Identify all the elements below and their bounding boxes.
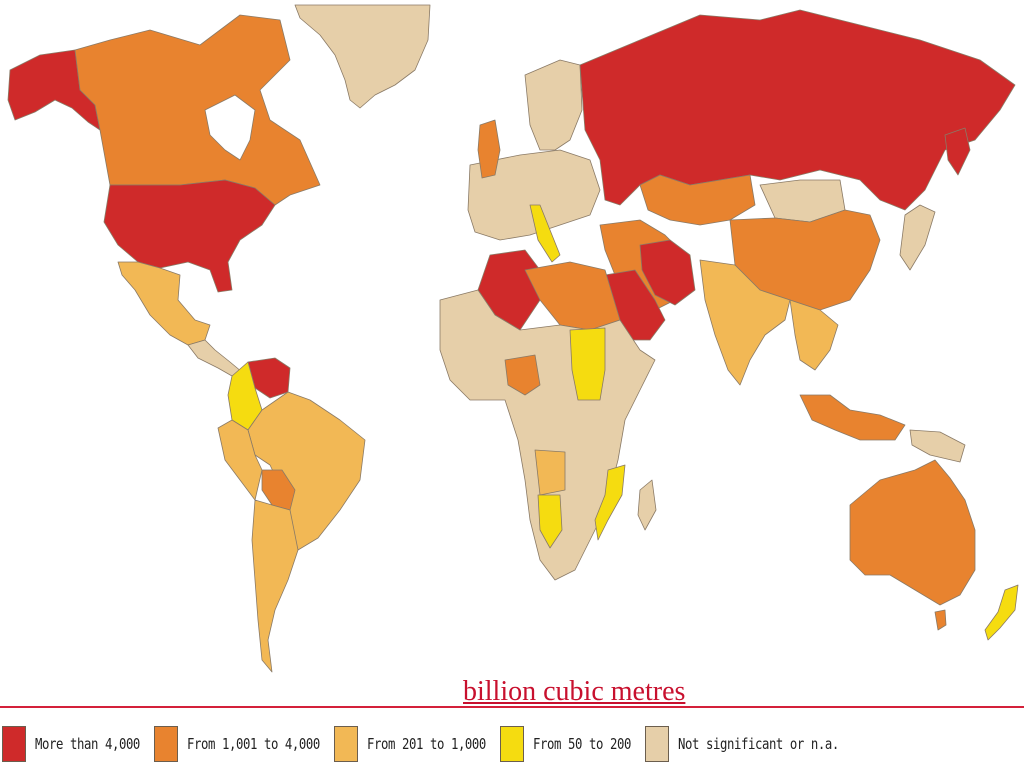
region-nigeria xyxy=(504,354,541,396)
region-argentina xyxy=(251,499,299,673)
world-map xyxy=(7,4,1019,673)
region-europe xyxy=(467,149,601,241)
legend-label: Not significant or n.a. xyxy=(677,734,839,753)
legend: More than 4,000 From 1,001 to 4,000 From… xyxy=(0,724,1024,764)
region-canada xyxy=(74,14,321,206)
legend-label: More than 4,000 xyxy=(35,734,140,753)
region-new-guinea xyxy=(909,429,966,463)
legend-item-1001-to-4000: From 1,001 to 4,000 xyxy=(153,726,320,762)
region-uk xyxy=(477,119,501,179)
region-kazakhstan xyxy=(639,174,756,226)
region-japan xyxy=(899,204,936,271)
legend-swatch xyxy=(153,726,178,762)
region-italy xyxy=(529,204,561,263)
legend-label: From 1,001 to 4,000 xyxy=(186,734,320,753)
legend-swatch xyxy=(644,726,669,762)
legend-item-more-than-4000: More than 4,000 xyxy=(2,726,140,762)
legend-item-50-to-200: From 50 to 200 xyxy=(499,726,631,762)
region-india xyxy=(699,259,791,386)
region-namibia xyxy=(537,494,563,549)
region-new-zealand xyxy=(984,584,1019,641)
region-madagascar xyxy=(637,479,657,531)
region-australia xyxy=(849,459,976,606)
legend-item-not-significant: Not significant or n.a. xyxy=(644,726,839,762)
region-mozambique xyxy=(594,464,626,541)
region-brazil xyxy=(247,391,366,551)
region-iran xyxy=(639,239,696,306)
region-scandinavia xyxy=(524,59,583,151)
region-greenland xyxy=(294,4,431,109)
region-central-america xyxy=(187,339,243,377)
region-angola xyxy=(534,449,566,496)
region-indonesia xyxy=(799,394,906,441)
legend-swatch xyxy=(333,726,358,762)
region-kamchatka xyxy=(944,127,971,176)
unit-divider-line xyxy=(0,706,1024,708)
legend-swatch xyxy=(499,726,524,762)
unit-label: billion cubic metres xyxy=(463,676,686,707)
legend-label: From 201 to 1,000 xyxy=(366,734,486,753)
region-southeast-asia xyxy=(789,299,839,371)
region-hudson-bay xyxy=(204,94,256,161)
legend-swatch xyxy=(2,726,26,762)
region-north-africa-east xyxy=(524,261,621,331)
region-mexico xyxy=(117,261,211,346)
legend-item-201-to-1000: From 201 to 1,000 xyxy=(333,726,486,762)
region-russia xyxy=(579,9,1016,211)
region-sudan xyxy=(569,327,606,401)
legend-label: From 50 to 200 xyxy=(532,734,631,753)
region-tasmania xyxy=(934,609,947,631)
